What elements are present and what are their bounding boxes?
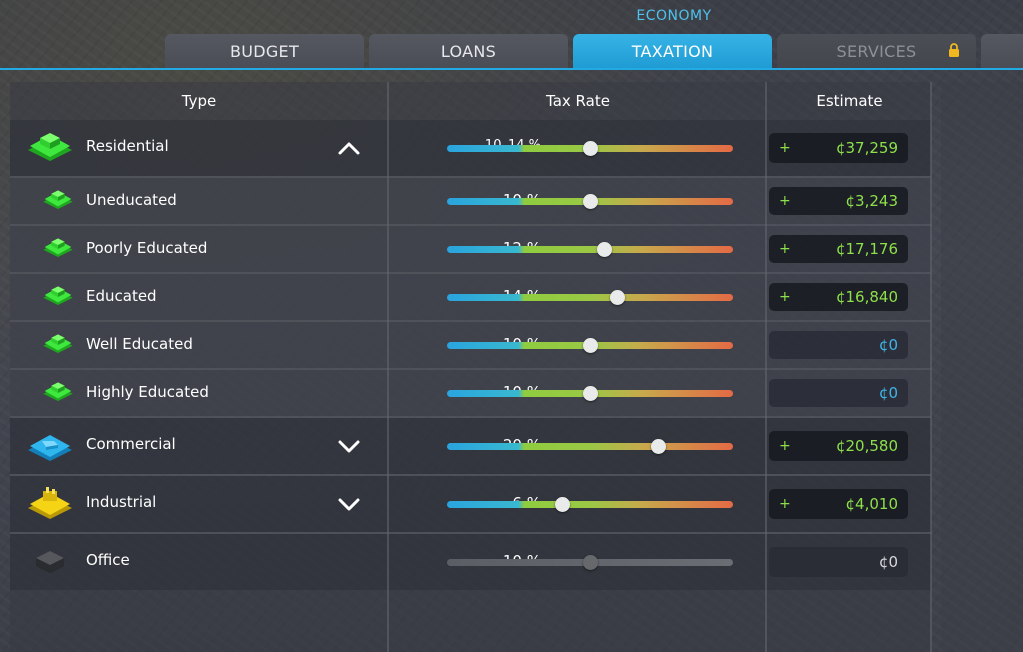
- row-divider: [10, 368, 931, 370]
- slider-handle[interactable]: [582, 385, 598, 401]
- estimate-box: + ¢20,580: [769, 431, 908, 461]
- tab-services-label: SERVICES: [836, 42, 917, 61]
- panel-title: ECONOMY: [636, 8, 712, 24]
- tab-loans[interactable]: LOANS: [369, 34, 568, 69]
- residential-zone-icon: [26, 131, 74, 169]
- slider-handle[interactable]: [582, 193, 598, 209]
- row-divider: [10, 474, 931, 476]
- tax-rate-slider[interactable]: [447, 293, 733, 301]
- tax-rate-slider[interactable]: [447, 442, 733, 450]
- estimate-value: ¢4,010: [845, 495, 899, 513]
- chevron-down-icon[interactable]: [337, 496, 361, 512]
- row-label: Industrial: [86, 493, 157, 511]
- estimate-sign: +: [779, 496, 791, 512]
- estimate-sign: +: [779, 140, 791, 156]
- commercial-zone-icon: [26, 429, 74, 467]
- row-label: Residential: [86, 137, 169, 155]
- row-divider: [10, 320, 931, 322]
- row-label: Office: [86, 551, 130, 569]
- estimate-box: + ¢3,243: [769, 187, 908, 215]
- estimate-value: ¢37,259: [835, 139, 898, 157]
- row-divider: [10, 416, 931, 418]
- estimate-value: ¢17,176: [835, 240, 898, 258]
- industrial-zone-icon: [26, 486, 74, 525]
- column-divider: [930, 82, 932, 652]
- estimate-sign: +: [779, 193, 791, 209]
- column-header-tax-rate: Tax Rate: [546, 92, 610, 110]
- tab-overflow[interactable]: [981, 34, 1023, 69]
- estimate-box: + ¢37,259: [769, 133, 908, 163]
- row-label: Poorly Educated: [86, 239, 208, 257]
- residential-zone-icon: [42, 189, 74, 216]
- estimate-box: + ¢17,176: [769, 235, 908, 263]
- row-divider: [10, 532, 931, 534]
- chevron-up-icon[interactable]: [337, 140, 361, 156]
- tab-budget[interactable]: BUDGET: [165, 34, 364, 69]
- side-panel: [941, 82, 1023, 652]
- chevron-down-icon[interactable]: [337, 438, 361, 454]
- estimate-value: ¢3,243: [845, 192, 899, 210]
- tax-rate-slider[interactable]: [447, 245, 733, 253]
- estimate-box: ¢0: [769, 379, 908, 407]
- row-label: Educated: [86, 287, 157, 305]
- column-divider: [765, 82, 767, 652]
- lock-icon: [949, 43, 959, 57]
- estimate-value: ¢0: [878, 553, 898, 571]
- tab-underline: [0, 68, 1023, 70]
- residential-zone-icon: [42, 237, 74, 264]
- column-header-estimate: Estimate: [816, 92, 883, 110]
- row-divider: [10, 272, 931, 274]
- column-divider: [387, 82, 389, 652]
- row-label: Well Educated: [86, 335, 193, 353]
- residential-zone-icon: [42, 381, 74, 408]
- estimate-sign: +: [779, 241, 791, 257]
- estimate-sign: +: [779, 438, 791, 454]
- estimate-box: ¢0: [769, 331, 908, 359]
- row-label: Uneducated: [86, 191, 177, 209]
- tab-services[interactable]: SERVICES: [777, 34, 976, 69]
- office-zone-icon: [26, 545, 74, 583]
- slider-handle[interactable]: [582, 140, 598, 156]
- tax-rate-slider[interactable]: [447, 500, 733, 508]
- slider-handle[interactable]: [609, 289, 625, 305]
- slider-handle[interactable]: [596, 241, 612, 257]
- slider-handle: [582, 554, 598, 570]
- estimate-box: + ¢4,010: [769, 489, 908, 519]
- estimate-box: + ¢16,840: [769, 283, 908, 311]
- estimate-box: ¢0: [769, 547, 908, 577]
- estimate-value: ¢0: [878, 336, 898, 354]
- residential-zone-icon: [42, 285, 74, 312]
- slider-handle[interactable]: [555, 496, 571, 512]
- slider-handle[interactable]: [651, 438, 667, 454]
- tab-bar: BUDGET LOANS TAXATION SERVICES: [0, 34, 1023, 70]
- row-label: Highly Educated: [86, 383, 209, 401]
- slider-handle[interactable]: [582, 337, 598, 353]
- row-label: Commercial: [86, 435, 176, 453]
- row-divider: [10, 224, 931, 226]
- tab-taxation[interactable]: TAXATION: [573, 34, 772, 69]
- row-divider: [10, 176, 931, 178]
- estimate-value: ¢20,580: [835, 437, 898, 455]
- estimate-sign: +: [779, 289, 791, 305]
- column-header-type: Type: [181, 92, 217, 110]
- estimate-value: ¢0: [878, 384, 898, 402]
- residential-zone-icon: [42, 333, 74, 360]
- estimate-value: ¢16,840: [835, 288, 898, 306]
